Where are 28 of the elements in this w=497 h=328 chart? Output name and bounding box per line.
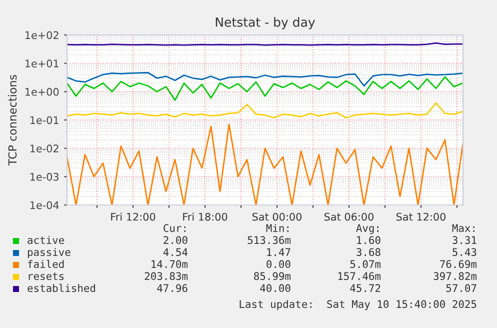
y-axis-title: TCP connections [8,74,17,166]
legend-label: failed [28,260,64,268]
x-tick-label: Sat 00:00 [252,212,302,221]
text: 14.70m 0.00 5.07m 76.69m [152,260,477,268]
chart-title: Netstat - by day [216,17,315,30]
text: Cur: Min: Avg: Max: [164,224,474,234]
line-series [67,102,463,118]
y-tick-label: 1e+00 [25,88,59,96]
text: 4.54 1.47 3.68 5.43 [163,248,476,256]
legend-label: active [28,236,64,244]
text: Last update: Sat May 10 15:40:00 2025 [240,300,476,310]
text: 203.83m 85.99m 157.46m 397.82m [144,272,477,280]
y-tick-label: 1e-01 [30,116,58,124]
y-tick-label: 1e-04 [30,201,59,210]
y-tick-label: 1e-02 [30,144,58,152]
x-tick-label: Sat 06:00 [324,212,374,221]
x-tick-label: Sat 12:00 [396,212,446,221]
legend-label: established [28,284,96,292]
legend-label: passive [28,248,70,258]
y-tick-label: 1e+02 [25,31,58,40]
x-tick-label: Fri 12:00 [111,212,156,221]
y-tick-label: 1e+01 [25,60,58,68]
text: 47.96 40.00 45.72 57.07 [157,284,476,292]
x-tick-label: Fri 18:00 [183,212,228,221]
legend-label: resets [28,272,64,280]
line-series [67,72,463,87]
y-tick-label: 1e-03 [30,172,59,181]
text: 2.00 513.36m 1.60 3.31 [164,236,476,244]
